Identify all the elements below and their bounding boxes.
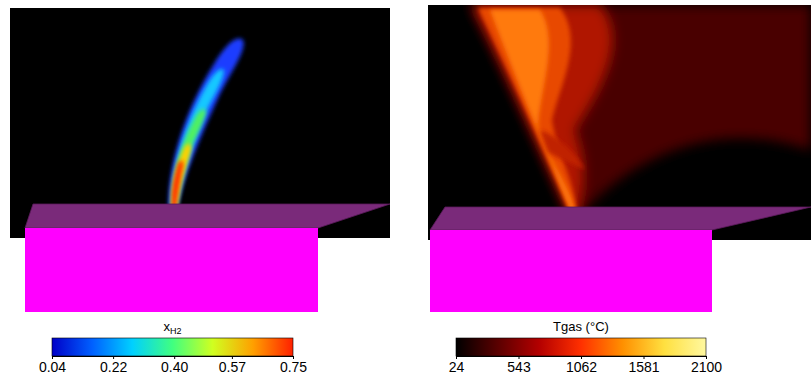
colorbar [456,338,706,356]
colorbar [52,338,293,356]
tick: 24 [449,356,465,375]
tick: 1581 [628,356,659,375]
tick-label: 0.22 [100,359,127,375]
contour-region [172,109,206,210]
tick-label: 2100 [691,359,722,375]
tick: 0.04 [39,356,66,375]
tick: 543 [507,356,531,375]
contour-region [171,69,224,212]
plot-background [428,5,811,240]
tick: 1062 [566,356,597,375]
contour-region [169,39,244,214]
tick-label: 543 [507,359,531,375]
tick-label: 1062 [566,359,597,375]
panel: 24 543 1062 1581 2100 Tgas (°C) [428,5,811,375]
tick: 0.22 [100,356,127,375]
block-top [25,204,390,228]
tick-label: 1581 [628,359,659,375]
panel: 0.04 0.22 0.40 0.57 0.75 xH2 [10,8,390,375]
colorbar-title: Tgas (°C) [553,319,609,334]
contour-field [169,39,244,214]
tick: 0.75 [280,356,307,375]
colorbar-title: xH2 [163,319,181,336]
contour-field [470,5,811,216]
tick-label: 24 [449,359,465,375]
plot-background [10,8,390,238]
contour-region [472,5,613,216]
contour-region [470,5,811,216]
tick-label: 0.75 [280,359,307,375]
contour-region [172,144,191,208]
block-front [430,230,712,312]
tick-label: 0.57 [219,359,246,375]
contour-region [172,161,183,208]
block-front [25,228,318,312]
contour-region [478,8,577,215]
tick: 0.57 [219,356,246,375]
tick: 0.40 [161,356,188,375]
block-top [430,207,811,230]
tick-label: 0.40 [161,359,188,375]
colorbar-axis: 24 543 1062 1581 2100 [449,356,723,375]
tick-label: 0.04 [39,359,66,375]
contour-region [540,130,585,170]
contour-region [490,10,575,214]
tick: 2100 [691,356,722,375]
colorbar-axis: 0.04 0.22 0.40 0.57 0.75 [39,356,307,375]
